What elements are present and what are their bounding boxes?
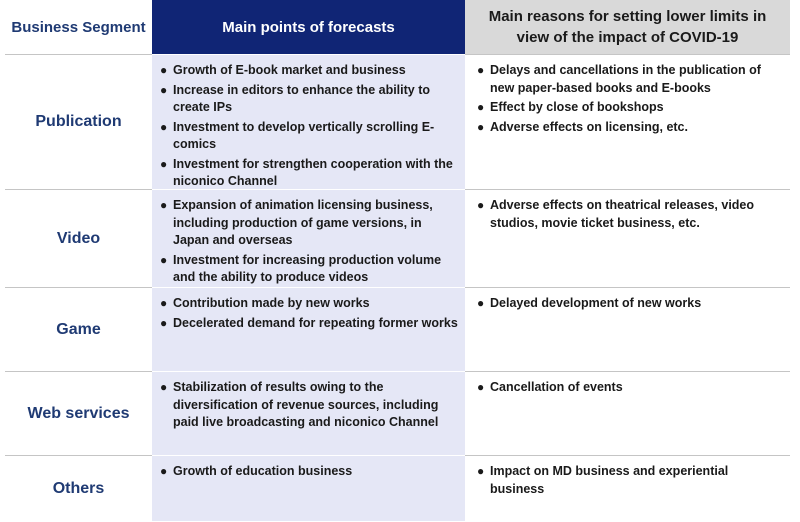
bullet-icon: ● xyxy=(477,63,485,77)
bullet-list: ● Growth of education business xyxy=(160,463,459,481)
segment-name: Web services xyxy=(5,371,152,455)
bullet-text: Investment to develop vertically scrolli… xyxy=(173,119,435,152)
bullet-item: ● Expansion of animation licensing busine… xyxy=(160,197,459,250)
bullet-text: Investment for increasing production vol… xyxy=(173,252,442,285)
bullet-icon: ● xyxy=(160,296,168,310)
forecast-cell: ● Growth of education business xyxy=(152,455,465,521)
bullet-item: ● Increase in editors to enhance the abil… xyxy=(160,82,459,117)
bullet-icon: ● xyxy=(160,82,168,97)
bullet-item: ● Investment to develop vertically scroll… xyxy=(160,119,459,154)
bullet-text: Growth of education business xyxy=(173,464,353,478)
bullet-icon: ● xyxy=(477,198,485,212)
segment-name: Game xyxy=(5,287,152,371)
bullet-item: ● Delayed development of new works xyxy=(477,295,784,313)
bullet-item: ● Investment for strengthen cooperation w… xyxy=(160,156,459,191)
bullet-list: ● Delays and cancellations in the publica… xyxy=(477,62,784,136)
bullet-text: Adverse effects on theatrical releases, … xyxy=(490,198,755,230)
bullet-icon: ● xyxy=(160,252,168,267)
bullet-item: ● Decelerated demand for repeating former… xyxy=(160,315,459,333)
bullet-list: ● Contribution made by new works ● Decelera… xyxy=(160,295,459,332)
forecast-cell: ● Expansion of animation licensing busine… xyxy=(152,189,465,287)
bullet-text: Decelerated demand for repeating former … xyxy=(173,315,458,330)
bullet-icon: ● xyxy=(477,100,485,114)
bullet-list: ● Growth of E-book market and business ● In… xyxy=(160,62,459,191)
bullet-icon: ● xyxy=(160,315,168,330)
bullet-text: Expansion of animation licensing busines… xyxy=(173,198,433,247)
segment-name: Others xyxy=(5,455,152,521)
bullet-item: ● Delays and cancellations in the publica… xyxy=(477,62,784,97)
bullet-icon: ● xyxy=(477,380,485,394)
bullet-list: ● Expansion of animation licensing busine… xyxy=(160,197,459,287)
segment-name: Publication xyxy=(5,54,152,189)
bullet-icon: ● xyxy=(477,296,485,310)
bullet-text: Growth of E-book market and business xyxy=(173,63,406,77)
bullet-text: Impact on MD business and experiential b… xyxy=(490,464,729,496)
reasons-cell: ● Delays and cancellations in the publica… xyxy=(465,54,790,189)
bullet-text: Stabilization of results owing to the di… xyxy=(173,380,439,429)
bullet-text: Contribution made by new works xyxy=(173,296,370,310)
reasons-cell: ● Delayed development of new works xyxy=(465,287,790,371)
header-business-segment: Business Segment xyxy=(5,0,152,54)
bullet-list: ● Delayed development of new works xyxy=(477,295,784,313)
bullet-text: Effect by close of bookshops xyxy=(490,100,664,114)
bullet-item: ● Contribution made by new works xyxy=(160,295,459,313)
reasons-cell: ● Cancellation of events xyxy=(465,371,790,455)
forecast-cell: ● Stabilization of results owing to the d… xyxy=(152,371,465,455)
bullet-text: Delayed development of new works xyxy=(490,296,702,310)
bullet-icon: ● xyxy=(160,380,168,394)
bullet-list: ● Stabilization of results owing to the d… xyxy=(160,379,459,432)
bullet-list: ● Adverse effects on theatrical releases,… xyxy=(477,197,784,232)
segment-name: Video xyxy=(5,189,152,287)
header-reasons: Main reasons for setting lower limits in… xyxy=(465,0,790,54)
reasons-cell: ● Adverse effects on theatrical releases,… xyxy=(465,189,790,287)
bullet-text: Adverse effects on licensing, etc. xyxy=(490,119,688,134)
bullet-list: ● Impact on MD business and experiential … xyxy=(477,463,784,498)
bullet-item: ● Investment for increasing production vo… xyxy=(160,252,459,287)
bullet-icon: ● xyxy=(477,464,485,478)
bullet-item: ● Adverse effects on theatrical releases,… xyxy=(477,197,784,232)
bullet-icon: ● xyxy=(160,119,168,134)
bullet-text: Delays and cancellations in the publicat… xyxy=(490,63,761,95)
bullet-item: ● Growth of education business xyxy=(160,463,459,481)
forecast-table: Business Segment Main points of forecast… xyxy=(5,0,790,521)
bullet-item: ● Stabilization of results owing to the d… xyxy=(160,379,459,432)
bullet-item: ● Adverse effects on licensing, etc. xyxy=(477,119,784,137)
forecast-cell: ● Contribution made by new works ● Decelera… xyxy=(152,287,465,371)
bullet-icon: ● xyxy=(160,198,168,212)
bullet-text: Investment for strengthen cooperation wi… xyxy=(173,156,453,189)
bullet-text: Increase in editors to enhance the abili… xyxy=(173,82,431,115)
bullet-item: ● Cancellation of events xyxy=(477,379,784,397)
bullet-list: ● Cancellation of events xyxy=(477,379,784,397)
bullet-text: Cancellation of events xyxy=(490,380,623,394)
bullet-item: ● Effect by close of bookshops xyxy=(477,99,784,117)
bullet-icon: ● xyxy=(160,464,168,478)
bullet-icon: ● xyxy=(160,156,168,171)
bullet-icon: ● xyxy=(160,63,168,77)
reasons-cell: ● Impact on MD business and experiential … xyxy=(465,455,790,521)
bullet-icon: ● xyxy=(477,119,485,134)
forecast-cell: ● Growth of E-book market and business ● In… xyxy=(152,54,465,189)
header-forecasts: Main points of forecasts xyxy=(152,0,465,54)
bullet-item: ● Growth of E-book market and business xyxy=(160,62,459,80)
bullet-item: ● Impact on MD business and experiential … xyxy=(477,463,784,498)
